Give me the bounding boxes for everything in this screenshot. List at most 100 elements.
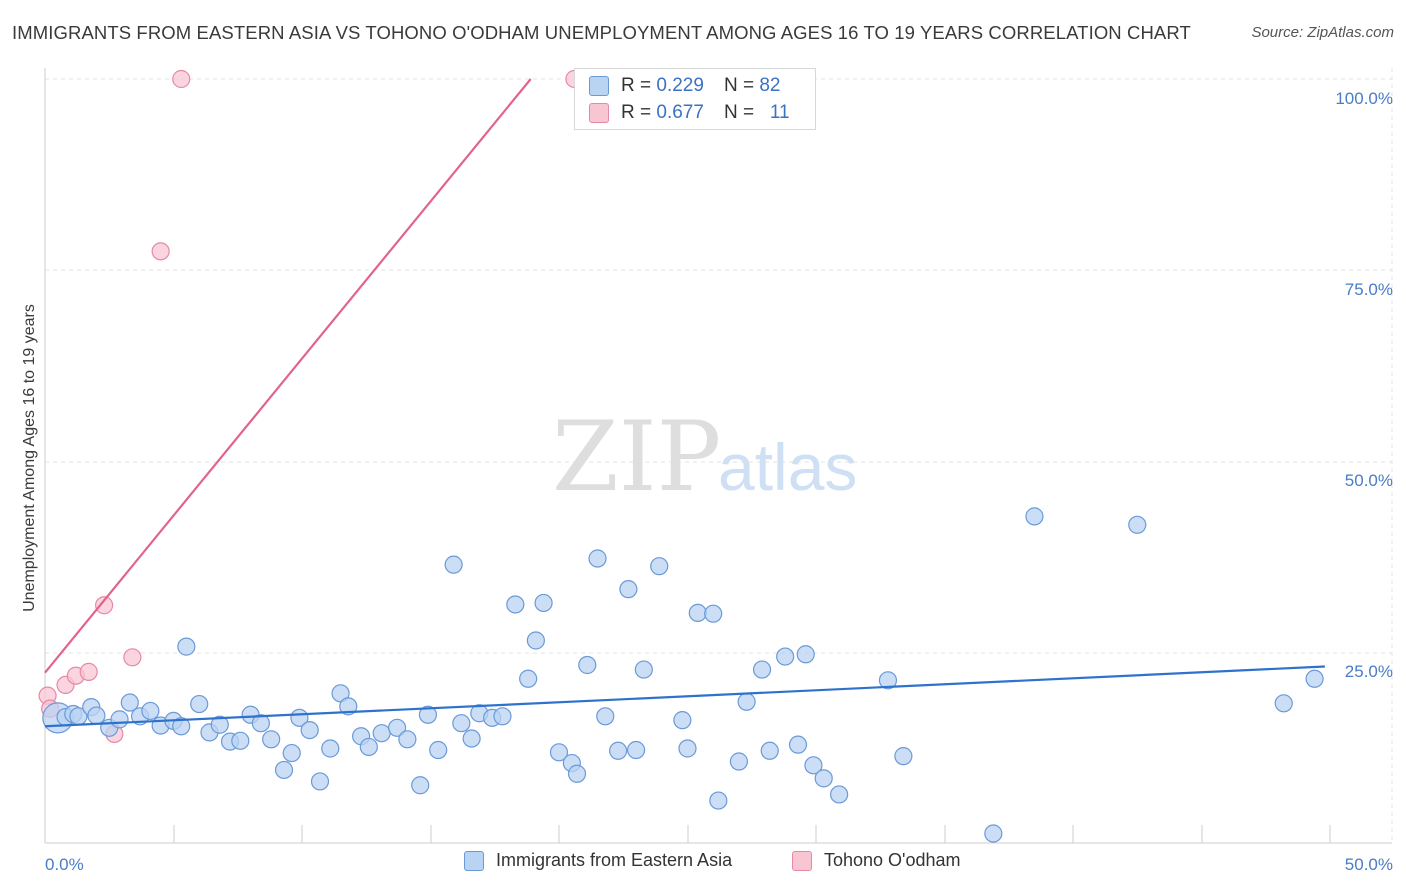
data-point-eastern-asia — [588, 549, 607, 568]
data-point-eastern-asia — [1305, 669, 1324, 688]
data-point-eastern-asia — [172, 717, 191, 736]
data-point-eastern-asia — [729, 752, 749, 771]
legend-swatch-pink — [589, 103, 609, 123]
data-point-eastern-asia — [788, 735, 808, 754]
trend-line-eastern-asia — [44, 665, 1325, 728]
legend-row-eastern-asia: R = 0.229 N = 82 — [589, 75, 780, 97]
data-point-eastern-asia — [493, 707, 512, 726]
data-point-eastern-asia — [141, 701, 160, 721]
series-legend: Immigrants from Eastern Asia Tohono O'od… — [0, 850, 1406, 878]
x-tick-label-50: 50.0% — [1345, 855, 1393, 874]
data-point-tohono — [95, 596, 114, 615]
legend-label: Immigrants from Eastern Asia — [496, 850, 733, 870]
data-point-eastern-asia — [444, 555, 463, 574]
watermark: ZIP atlas — [552, 401, 857, 513]
data-point-eastern-asia — [231, 731, 250, 750]
data-point-eastern-asia — [251, 714, 270, 733]
trend-line-tohono — [44, 78, 532, 674]
data-point-eastern-asia — [678, 739, 697, 758]
data-point-eastern-asia — [120, 693, 139, 712]
data-point-eastern-asia — [673, 711, 692, 730]
n-value: 82 — [759, 75, 781, 96]
legend-swatch-blue — [589, 76, 609, 96]
data-point-eastern-asia — [567, 764, 587, 783]
n-label: N = — [723, 75, 755, 96]
r-value: 0.677 — [656, 102, 704, 123]
data-point-tohono — [79, 662, 98, 681]
y-tick-labels: 100.0% 75.0% 50.0% 25.0% — [1335, 89, 1393, 681]
series-eastern-asia — [42, 507, 1324, 843]
data-point-eastern-asia — [578, 655, 597, 675]
data-point-eastern-asia — [776, 647, 795, 666]
data-point-eastern-asia — [339, 697, 358, 716]
data-point-eastern-asia — [526, 631, 545, 650]
watermark-atlas: atlas — [718, 430, 857, 504]
data-point-eastern-asia — [282, 743, 301, 763]
data-point-tohono — [123, 648, 142, 667]
watermark-zip: ZIP — [552, 401, 721, 513]
data-point-eastern-asia — [534, 593, 553, 613]
y-tick-label-50: 50.0% — [1345, 471, 1393, 490]
series-layer — [38, 69, 1325, 843]
legend-row-tohono: R = 0.677 N = 11 — [589, 102, 790, 124]
data-point-eastern-asia — [359, 737, 378, 757]
y-tick-label-75: 75.0% — [1345, 280, 1393, 299]
data-point-eastern-asia — [418, 705, 438, 724]
data-point-eastern-asia — [190, 694, 209, 714]
data-point-eastern-asia — [452, 714, 471, 733]
data-point-eastern-asia — [506, 595, 525, 614]
data-point-eastern-asia — [177, 637, 196, 656]
r-label: R = — [621, 75, 652, 96]
source-credit: Source: ZipAtlas.com — [1251, 24, 1394, 41]
r-label: R = — [621, 102, 652, 123]
data-point-eastern-asia — [752, 660, 772, 679]
data-point-eastern-asia — [596, 707, 615, 726]
data-point-eastern-asia — [709, 791, 728, 810]
data-point-eastern-asia — [634, 660, 653, 679]
chart-title: IMMIGRANTS FROM EASTERN ASIA VS TOHONO O… — [12, 22, 1191, 43]
data-point-tohono — [151, 242, 170, 261]
data-point-eastern-asia — [372, 724, 391, 743]
n-label: N = — [723, 102, 755, 123]
legend-item-eastern-asia: Immigrants from Eastern Asia — [464, 850, 732, 871]
data-point-eastern-asia — [411, 776, 430, 795]
data-point-eastern-asia — [704, 604, 723, 623]
n-value: 11 — [769, 102, 790, 123]
data-point-eastern-asia — [737, 692, 756, 711]
data-point-eastern-asia — [830, 785, 849, 804]
legend-item-tohono: Tohono O'odham — [792, 850, 961, 871]
data-point-eastern-asia — [894, 747, 913, 766]
legend-swatch-pink — [792, 850, 812, 871]
data-point-eastern-asia — [688, 603, 707, 623]
data-point-eastern-asia — [1128, 515, 1147, 534]
data-point-eastern-asia — [626, 740, 646, 760]
data-point-eastern-asia — [321, 739, 340, 758]
data-point-eastern-asia — [310, 772, 330, 791]
data-point-eastern-asia — [429, 740, 448, 760]
data-point-eastern-asia — [110, 710, 129, 729]
data-point-eastern-asia — [619, 580, 638, 599]
series-tohono — [38, 69, 584, 744]
legend-swatch-blue — [464, 850, 484, 871]
data-point-eastern-asia — [796, 645, 815, 664]
data-point-eastern-asia — [1274, 694, 1293, 713]
data-point-eastern-asia — [814, 769, 833, 788]
x-tick-label-0: 0.0% — [45, 855, 84, 874]
data-point-eastern-asia — [760, 741, 779, 760]
data-point-eastern-asia — [398, 730, 417, 749]
data-point-eastern-asia — [210, 715, 229, 734]
data-point-eastern-asia — [87, 706, 106, 725]
data-point-eastern-asia — [1025, 507, 1044, 526]
data-point-eastern-asia — [549, 743, 569, 762]
data-point-eastern-asia — [274, 760, 294, 780]
data-point-eastern-asia — [804, 756, 823, 775]
y-tick-label-25: 25.0% — [1345, 662, 1393, 681]
data-point-eastern-asia — [878, 671, 898, 690]
data-point-eastern-asia — [462, 729, 481, 748]
x-tick-marks — [44, 825, 1331, 843]
correlation-legend: R = 0.229 N = 82 R = 0.677 N = 11 — [574, 68, 816, 130]
data-point-eastern-asia — [650, 557, 669, 576]
data-point-eastern-asia — [519, 669, 538, 688]
data-point-eastern-asia — [984, 824, 1003, 843]
